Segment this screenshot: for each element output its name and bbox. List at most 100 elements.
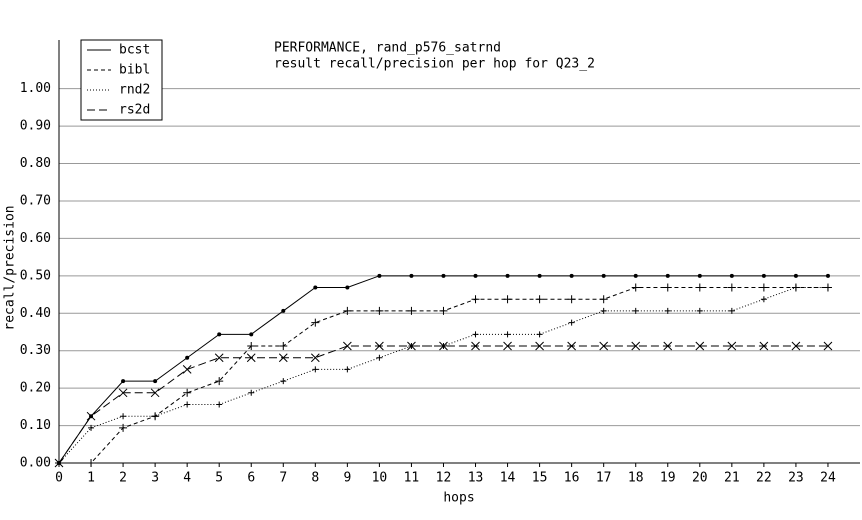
point <box>504 331 511 338</box>
y-axis-label: recall/precision <box>3 205 18 330</box>
point <box>310 353 320 363</box>
x-tick-label: 0 <box>55 471 63 486</box>
point <box>824 284 831 291</box>
point <box>696 307 703 314</box>
point <box>505 273 510 278</box>
point <box>344 366 351 373</box>
point <box>343 341 352 351</box>
point <box>249 332 254 337</box>
point <box>184 401 191 408</box>
point <box>215 377 224 386</box>
x-tick-label: 9 <box>343 471 351 486</box>
point <box>535 341 544 351</box>
point <box>600 307 607 314</box>
point <box>473 273 478 278</box>
point <box>665 273 670 278</box>
point <box>664 307 671 314</box>
point <box>727 283 736 292</box>
y-tick-label: 0.70 <box>20 193 51 208</box>
x-tick-label: 12 <box>436 471 452 486</box>
x-tick-label: 18 <box>628 471 644 486</box>
point <box>345 285 350 290</box>
point <box>439 306 448 315</box>
point <box>313 285 318 290</box>
point <box>567 341 576 351</box>
point <box>121 379 126 384</box>
point <box>150 388 160 398</box>
point <box>503 295 512 304</box>
point <box>152 413 159 420</box>
legend-label: rnd2 <box>119 83 150 98</box>
point <box>471 341 480 351</box>
point <box>568 319 575 326</box>
x-tick-label: 2 <box>119 471 127 486</box>
point <box>601 273 606 278</box>
y-tick-label: 1.00 <box>20 81 51 96</box>
point <box>631 283 640 292</box>
point <box>119 423 128 432</box>
x-tick-label: 16 <box>564 471 580 486</box>
point <box>248 389 255 396</box>
point <box>759 341 769 351</box>
point <box>183 388 192 397</box>
x-tick-label: 5 <box>215 471 223 486</box>
point <box>88 424 95 431</box>
point <box>214 353 224 363</box>
point <box>823 341 833 351</box>
point <box>631 341 641 351</box>
point <box>375 341 384 351</box>
x-tick-label: 11 <box>404 471 420 486</box>
point <box>729 273 734 278</box>
x-tick-label: 19 <box>660 471 676 486</box>
y-tick-label: 0.50 <box>20 268 51 283</box>
point <box>503 341 512 351</box>
legend-label: bcst <box>119 43 150 58</box>
point <box>409 273 414 278</box>
y-tick-label: 0.00 <box>20 456 51 471</box>
point <box>86 411 96 421</box>
point <box>793 273 798 278</box>
point <box>278 353 288 363</box>
point <box>761 273 766 278</box>
y-tick-label: 0.80 <box>20 156 51 171</box>
point <box>312 366 319 373</box>
point <box>185 355 190 360</box>
x-tick-label: 14 <box>500 471 516 486</box>
point <box>281 308 286 313</box>
chart-subtitle: result recall/precision per hop for Q23_… <box>274 57 595 72</box>
point <box>537 273 542 278</box>
point <box>343 306 352 315</box>
legend-label: rs2d <box>119 103 150 118</box>
point <box>87 459 96 467</box>
point <box>441 273 446 278</box>
point <box>280 378 287 385</box>
x-tick-label: 6 <box>247 471 255 486</box>
y-tick-label: 0.30 <box>20 343 51 358</box>
y-tick-label: 0.60 <box>20 231 51 246</box>
point <box>246 353 256 363</box>
point <box>760 296 767 303</box>
point <box>407 306 416 315</box>
point <box>695 283 704 292</box>
point <box>153 379 158 384</box>
point <box>697 273 702 278</box>
point <box>376 354 383 361</box>
point <box>54 458 64 468</box>
point <box>825 273 830 278</box>
point <box>663 341 673 351</box>
point <box>247 342 256 351</box>
point <box>569 273 574 278</box>
point <box>599 341 609 351</box>
x-tick-label: 3 <box>151 471 159 486</box>
point <box>279 342 288 351</box>
point <box>216 401 223 408</box>
legend-label: bibl <box>119 63 150 78</box>
point <box>471 295 480 304</box>
x-tick-label: 8 <box>311 471 319 486</box>
point <box>567 295 576 304</box>
point <box>311 318 320 327</box>
point <box>375 306 384 315</box>
chart-title: PERFORMANCE, rand_p576_satrnd <box>274 41 501 56</box>
point <box>439 341 448 351</box>
